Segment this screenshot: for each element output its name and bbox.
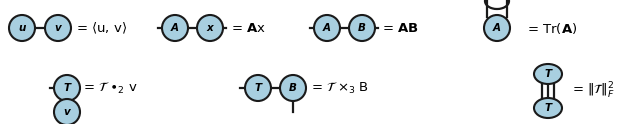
Circle shape xyxy=(349,15,375,41)
Text: = $\mathbf{A}$x: = $\mathbf{A}$x xyxy=(231,21,266,34)
Circle shape xyxy=(162,15,188,41)
Text: = $\mathcal{T}$ $\bullet_2$ v: = $\mathcal{T}$ $\bullet_2$ v xyxy=(83,80,138,96)
Circle shape xyxy=(54,75,80,101)
Circle shape xyxy=(54,99,80,124)
Text: A: A xyxy=(171,23,179,33)
Text: x: x xyxy=(207,23,213,33)
Text: T: T xyxy=(255,83,262,93)
Circle shape xyxy=(245,75,271,101)
Text: v: v xyxy=(63,107,70,117)
Text: u: u xyxy=(19,23,26,33)
Text: = Tr($\mathbf{A}$): = Tr($\mathbf{A}$) xyxy=(527,20,577,35)
Text: = $\mathcal{T}$ $\times_3$ B: = $\mathcal{T}$ $\times_3$ B xyxy=(311,80,369,96)
Text: B: B xyxy=(289,83,297,93)
Circle shape xyxy=(9,15,35,41)
Text: v: v xyxy=(54,23,61,33)
Circle shape xyxy=(484,15,510,41)
Text: T: T xyxy=(63,83,70,93)
Text: B: B xyxy=(358,23,366,33)
Text: A: A xyxy=(323,23,331,33)
Ellipse shape xyxy=(534,64,562,84)
Text: = $\langle$u, v$\rangle$: = $\langle$u, v$\rangle$ xyxy=(76,20,127,36)
Circle shape xyxy=(314,15,340,41)
Ellipse shape xyxy=(534,98,562,118)
Text: T: T xyxy=(545,69,552,79)
Circle shape xyxy=(45,15,71,41)
Text: = $\mathbf{AB}$: = $\mathbf{AB}$ xyxy=(382,21,419,34)
Text: T: T xyxy=(545,103,552,113)
Text: = $\|\mathcal{T}\|_F^2$: = $\|\mathcal{T}\|_F^2$ xyxy=(572,81,615,101)
Text: A: A xyxy=(493,23,501,33)
Circle shape xyxy=(197,15,223,41)
Circle shape xyxy=(280,75,306,101)
